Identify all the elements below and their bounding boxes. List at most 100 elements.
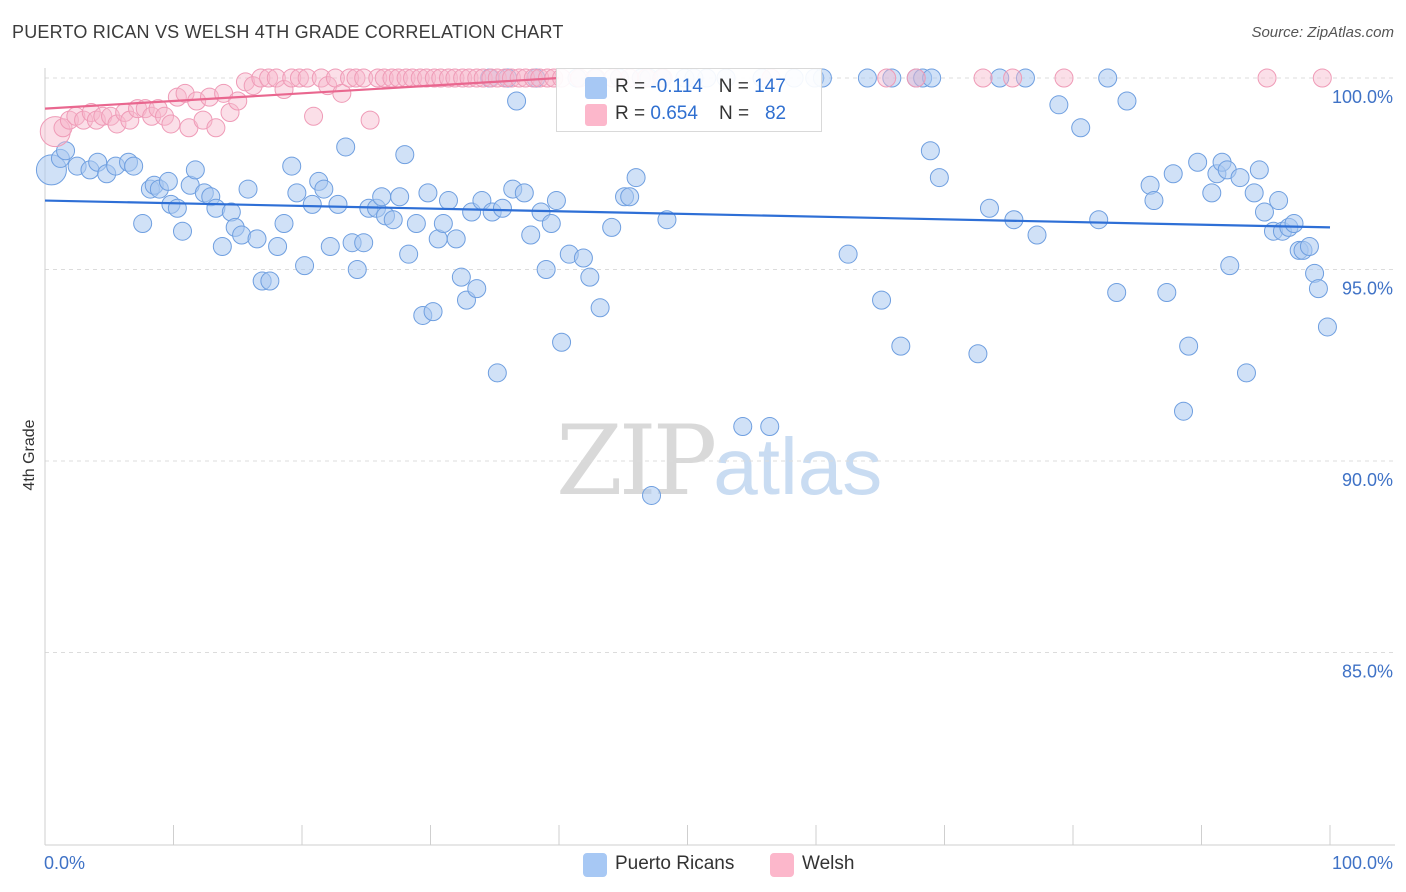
puerto-rican-point [238,179,258,199]
legend: R = -0.114 N = 147 R = 0.654 N = 82 [556,68,822,132]
puerto-rican-point [247,229,267,249]
puerto-rican-point [418,183,438,203]
watermark-atlas: atlas [713,422,883,511]
puerto-rican-point [1254,202,1274,222]
puerto-rican-point [514,183,534,203]
puerto-rican-point [536,260,556,279]
puerto-rican-point [1317,317,1337,337]
welsh-point [220,102,240,122]
welsh-point [354,68,374,88]
welsh-point [282,68,302,88]
welsh-point [516,68,536,88]
puerto-rican-point [891,336,911,356]
welsh-point [374,68,394,88]
puerto-rican-point [507,91,527,111]
puerto-rican-point [1308,279,1328,299]
puerto-rican-point [882,68,902,88]
welsh-point [438,68,458,88]
puerto-rican-point [929,168,949,188]
welsh-point [906,68,926,88]
puerto-rican-point [626,168,646,188]
puerto-rican-point [1220,256,1240,276]
puerto-rican-point [423,302,443,322]
puerto-rican-point [372,187,392,207]
legend-r-value: 0.654 [650,103,698,124]
puerto-rican-point [158,171,178,191]
legend-n-value: 82 [764,103,787,124]
puerto-rican-point [1188,152,1208,172]
puerto-rican-point [1284,214,1304,234]
puerto-rican-point [282,156,302,176]
puerto-rican-point [968,344,988,364]
y-tick-label: 90.0% [1342,470,1393,490]
puerto-rican-point [133,214,153,234]
welsh-point [297,68,317,88]
puerto-rican-point [295,256,315,276]
welsh-point [175,83,195,103]
welsh-point [509,68,529,88]
puerto-rican-point [657,210,677,230]
welsh-point [431,68,451,88]
welsh-point [417,68,437,88]
puerto-rican-point [260,271,280,291]
puerto-rican-point [1249,160,1269,180]
chart-title: PUERTO RICAN VS WELSH 4TH GRADE CORRELAT… [12,22,564,42]
welsh-point [501,68,521,88]
puerto-rican-point [124,156,144,176]
welsh-point [445,68,465,88]
puerto-rican-point [1089,210,1109,230]
puerto-rican-point [1174,401,1194,421]
puerto-rican-point [451,267,471,287]
puerto-rican-trend-line [44,199,1331,229]
welsh-point [289,68,309,88]
puerto-rican-point [1144,191,1164,211]
welsh-point [155,106,175,126]
puerto-rican-point [857,68,877,88]
puerto-rican-point [314,179,334,199]
puerto-rican-point [620,187,640,207]
puerto-rican-point [1117,91,1137,111]
y-tick-label: 100.0% [1332,87,1393,107]
welsh-point [1003,68,1023,88]
puerto-rican-point [347,260,367,279]
welsh-point [107,114,127,134]
puerto-rican-point [1049,95,1069,115]
puerto-rican-point [1269,191,1289,211]
puerto-rican-point [1179,336,1199,356]
bottom-legend-swatch-welsh [770,853,794,877]
legend-text-puerto-ricans: R = -0.114 N = 147 [615,76,786,98]
puerto-rican-point [580,267,600,287]
puerto-rican-point [1299,237,1319,257]
legend-n-label: N = [719,103,755,124]
puerto-rican-point [167,198,187,218]
welsh-point [101,106,121,126]
source-label: Source: ZipAtlas.com [1251,24,1394,41]
puerto-rican-point [287,183,307,203]
puerto-rican-point [336,137,356,157]
puerto-rican-point [1244,183,1264,203]
welsh-point [304,106,324,126]
puerto-rican-point [56,141,76,161]
welsh-point [266,68,286,88]
welsh-point [148,99,168,119]
puerto-rican-point [602,217,622,237]
welsh-point [1054,68,1074,88]
welsh-point [311,68,331,88]
legend-n-label: N = [718,76,755,97]
welsh-point [424,68,444,88]
welsh-point [877,68,897,88]
puerto-rican-point [185,160,205,180]
y-tick-label: 85.0% [1342,662,1393,682]
welsh-point [120,110,140,130]
puerto-rican-point [590,298,610,318]
welsh-point [368,68,388,88]
bottom-legend-label-puerto-ricans: Puerto Ricans [615,853,735,874]
legend-r-label: R = [615,103,651,124]
puerto-rican-point [1236,363,1256,383]
bottom-legend-swatch-puerto-ricans [583,853,607,877]
puerto-rican-point [320,237,340,257]
puerto-rican-point [399,244,419,264]
puerto-rican-point [467,279,487,299]
puerto-rican-point [573,248,593,268]
